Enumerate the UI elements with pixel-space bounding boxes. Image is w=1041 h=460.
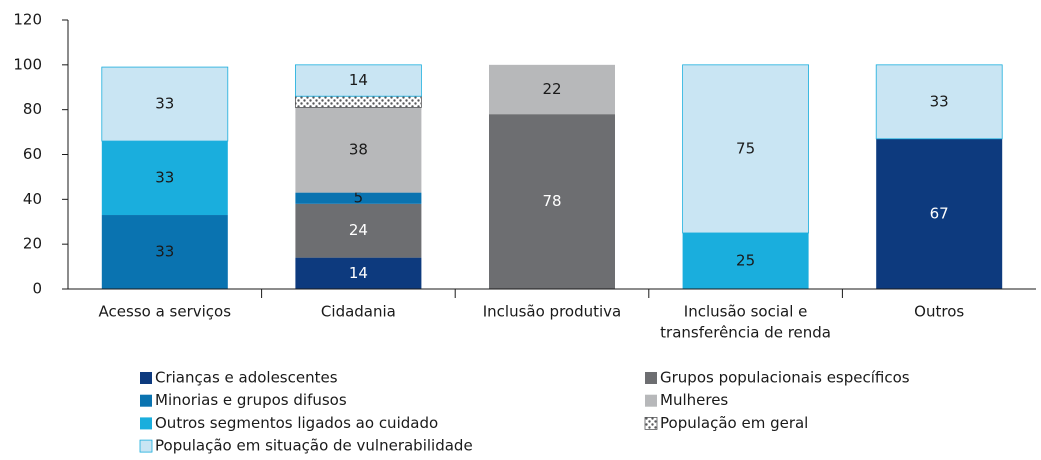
y-tick-label: 60 <box>23 145 42 163</box>
legend-label: Crianças e adolescentes <box>155 369 338 387</box>
data-label: 14 <box>349 264 368 282</box>
legend-swatch <box>139 439 153 453</box>
x-tick-label: Acesso a serviços <box>99 303 232 321</box>
x-tick-label: Cidadania <box>321 303 396 321</box>
data-label: 25 <box>736 251 755 269</box>
bar-segment <box>489 114 615 290</box>
x-tick-label: transferência de renda <box>660 324 831 342</box>
y-tick-label: 80 <box>23 100 42 118</box>
data-label: 33 <box>155 95 174 113</box>
bar-segment <box>294 95 422 108</box>
bar-segment <box>875 64 1003 140</box>
data-label: 67 <box>930 204 949 222</box>
bar-segment <box>101 215 228 289</box>
data-label: 33 <box>155 169 174 187</box>
legend-item: Minorias e grupos difusos <box>140 391 347 409</box>
legend-swatch <box>140 394 152 407</box>
legend-swatch <box>645 394 657 407</box>
data-label: 33 <box>930 92 949 110</box>
bar-segment <box>101 141 228 216</box>
bar-segment <box>876 138 1003 289</box>
legend-label: Mulheres <box>660 391 728 409</box>
data-label: 24 <box>349 221 368 239</box>
bar-segment <box>101 66 229 142</box>
y-tick-label: 120 <box>13 11 42 29</box>
data-label: 22 <box>542 80 561 98</box>
legend-item: Outros segmentos ligados ao cuidado <box>140 414 438 432</box>
bar-segment <box>295 203 422 258</box>
y-tick-label: 40 <box>23 190 42 208</box>
legend-label: Minorias e grupos difusos <box>155 391 347 409</box>
legend-label: População em situação de vulnerabilidade <box>155 437 473 455</box>
y-tick-label: 100 <box>13 55 42 73</box>
legend-item: Grupos populacionais específicos <box>645 369 910 387</box>
legend-item: População em geral <box>644 414 808 432</box>
legend-swatch <box>140 417 152 430</box>
x-tick-label: Outros <box>914 303 964 321</box>
x-tick-label: Inclusão produtiva <box>483 303 622 321</box>
legend-label: Outros segmentos ligados ao cuidado <box>155 414 438 432</box>
bar-segment <box>295 192 422 204</box>
data-label: 14 <box>349 71 368 89</box>
data-label: 33 <box>155 243 174 261</box>
data-label: 75 <box>736 139 755 157</box>
legend-item: População em situação de vulnerabilidade <box>139 437 473 455</box>
legend-swatch <box>645 372 657 384</box>
legend-item: Mulheres <box>645 391 728 409</box>
legend-label: Grupos populacionais específicos <box>660 369 910 387</box>
data-label: 5 <box>354 189 364 207</box>
legend-swatch <box>140 372 152 384</box>
bar-segment <box>489 64 615 115</box>
bar-segment <box>295 257 422 289</box>
legend-item: Crianças e adolescentes <box>140 369 338 387</box>
data-label: 78 <box>542 192 561 210</box>
bar-segment <box>682 232 809 289</box>
legend-label: População em geral <box>660 414 808 432</box>
y-tick-label: 0 <box>32 280 42 298</box>
bar-segment <box>295 107 422 193</box>
legend-swatch <box>644 416 658 430</box>
x-tick-label: Inclusão social e <box>684 303 808 321</box>
y-tick-label: 20 <box>23 235 42 253</box>
bar-segment <box>294 64 422 97</box>
bar-segment <box>682 64 809 234</box>
data-label: 38 <box>349 141 368 159</box>
